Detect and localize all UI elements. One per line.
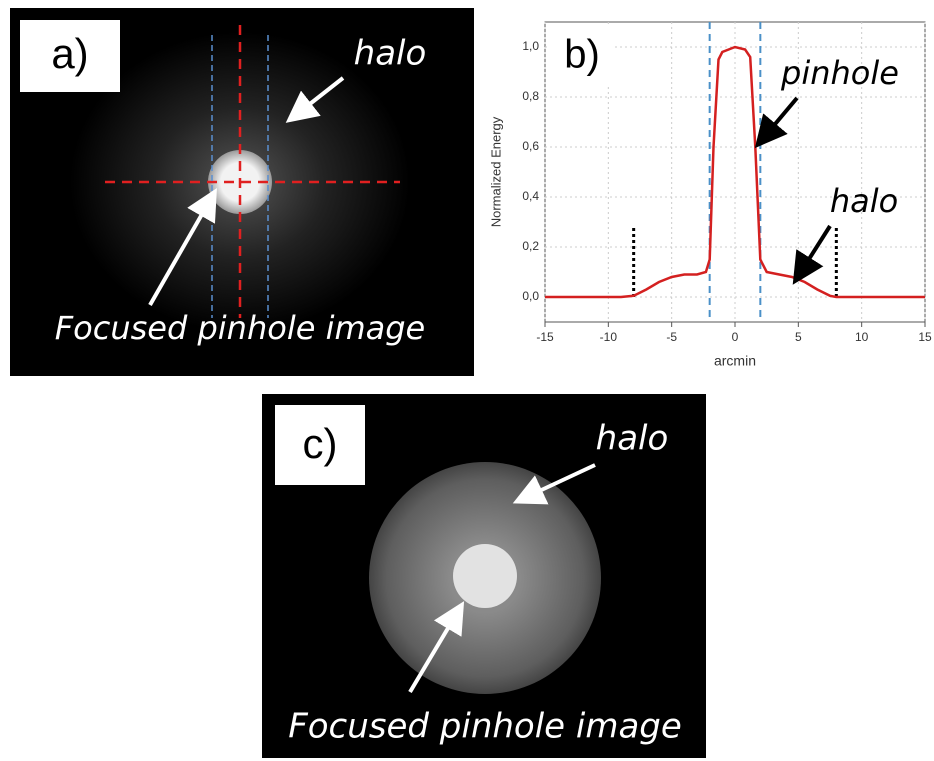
y-tick-label: 0,4 [522,189,539,203]
x-tick-label: -15 [536,330,554,344]
y-tick-label: 0,6 [522,139,539,153]
annotation: halo [596,419,669,459]
panel-a: a) halo Focused pinhole image [10,8,474,376]
annotation: halo [354,34,427,74]
x-tick-label: -5 [666,330,677,344]
annotation: pinhole [780,54,899,92]
panel-label: a) [51,30,88,77]
pinhole-spot [453,544,517,608]
x-tick-label: 15 [918,330,932,344]
y-tick-label: 0,2 [522,239,539,253]
y-tick-label: 0,0 [522,289,539,303]
y-tick-label: 0,8 [522,89,539,103]
x-tick-label: 0 [732,330,739,344]
x-tick-label: -10 [600,330,618,344]
panel-c: c) halo Focused pinhole image [262,394,706,758]
caption: Focused pinhole image [55,309,425,347]
x-axis-label: arcmin [714,353,756,369]
panel-label: b) [564,33,600,77]
y-tick-label: 1,0 [522,39,539,53]
panel-label: c) [303,420,338,467]
caption: Focused pinhole image [288,707,682,747]
panel-b: 0,0 0,2 0,4 0,6 0,8 1,0 -15 -10 -5 0 5 10 15 arcmin No… [488,22,932,369]
x-tick-label: 10 [855,330,869,344]
annotation: halo [830,182,898,220]
page: a) halo Focused pinhole image 0,00,20,40… [0,0,934,761]
figure: a) halo Focused pinhole image 0,00,20,40… [0,0,934,761]
y-axis-label: Normalized Energy [488,116,503,227]
x-tick-label: 5 [795,330,802,344]
